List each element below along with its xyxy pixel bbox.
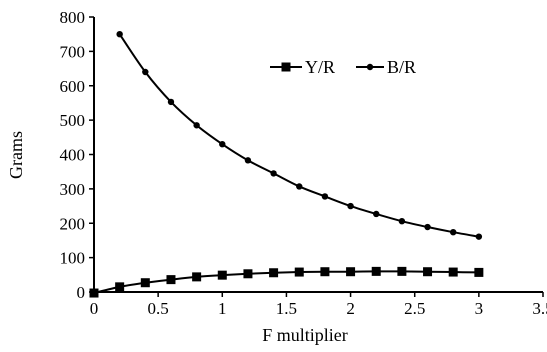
y-tick-label: 100 <box>60 249 86 268</box>
y-tick-label: 400 <box>60 146 86 165</box>
x-tick-label: 2.5 <box>404 299 425 318</box>
series-yr-point <box>474 267 484 277</box>
y-axis-title: Grams <box>6 131 26 179</box>
series-br-point <box>450 228 457 236</box>
series-br-point <box>142 68 149 76</box>
series-br-point <box>424 223 431 231</box>
y-tick-label: 800 <box>60 8 86 27</box>
series-layer <box>89 30 484 298</box>
y-tick-label: 300 <box>60 180 86 199</box>
legend-yr-label: Y/R <box>305 57 335 77</box>
series-yr-point <box>346 267 356 277</box>
series-yr-point <box>115 282 125 292</box>
legend-br-label: B/R <box>387 57 416 77</box>
series-br <box>116 30 483 240</box>
x-tick-label: 3 <box>475 299 484 318</box>
legend-br-marker <box>366 63 374 71</box>
series-br-point <box>347 202 354 210</box>
series-yr-point <box>269 268 279 278</box>
series-yr-point <box>140 278 150 288</box>
series-yr-point <box>192 272 202 282</box>
series-br-point <box>219 140 226 148</box>
series-yr-point <box>217 270 227 280</box>
series-br-point <box>398 217 406 225</box>
ticks: 0 100 200 300 400 500 600 700 800 0 0.5 1 1.5 2 2.5 3 3.… <box>60 8 547 318</box>
y-tick-label: 500 <box>60 111 86 130</box>
series-yr <box>89 266 484 298</box>
x-tick-label: 0 <box>90 299 99 318</box>
series-yr-point <box>448 267 458 277</box>
x-tick-label: 1 <box>218 299 227 318</box>
y-tick-label: 700 <box>60 42 86 61</box>
series-yr-point <box>294 267 304 277</box>
series-br-point <box>193 122 200 129</box>
y-tick-label: 200 <box>60 214 86 233</box>
series-br-point <box>373 210 380 218</box>
y-tick-label: 600 <box>60 77 86 96</box>
x-axis-title: F multiplier <box>262 325 348 345</box>
series-yr-point <box>243 269 253 279</box>
series-br-point <box>296 183 303 190</box>
legend: Y/R B/R <box>270 57 416 77</box>
series-yr-point <box>166 275 176 285</box>
x-tick-label: 0.5 <box>148 299 169 318</box>
series-br-point <box>167 98 175 106</box>
series-yr-point <box>320 267 330 277</box>
series-yr-point <box>397 266 407 276</box>
series-br-point <box>116 30 123 38</box>
series-br-point <box>270 170 277 177</box>
x-tick-label: 2 <box>346 299 355 318</box>
series-br-point <box>321 193 329 200</box>
series-yr-point <box>371 266 381 276</box>
series-yr-line <box>93 270 479 295</box>
series-yr-point <box>423 267 433 277</box>
legend-yr-marker <box>281 62 291 72</box>
y-tick-label: 0 <box>77 283 86 302</box>
series-br-line <box>118 33 480 238</box>
series-br-point <box>475 233 483 240</box>
x-tick-label: 1.5 <box>276 299 297 318</box>
series-yr-point <box>89 288 99 298</box>
series-br-point <box>244 157 252 164</box>
x-tick-label: 3.5 <box>532 299 547 318</box>
